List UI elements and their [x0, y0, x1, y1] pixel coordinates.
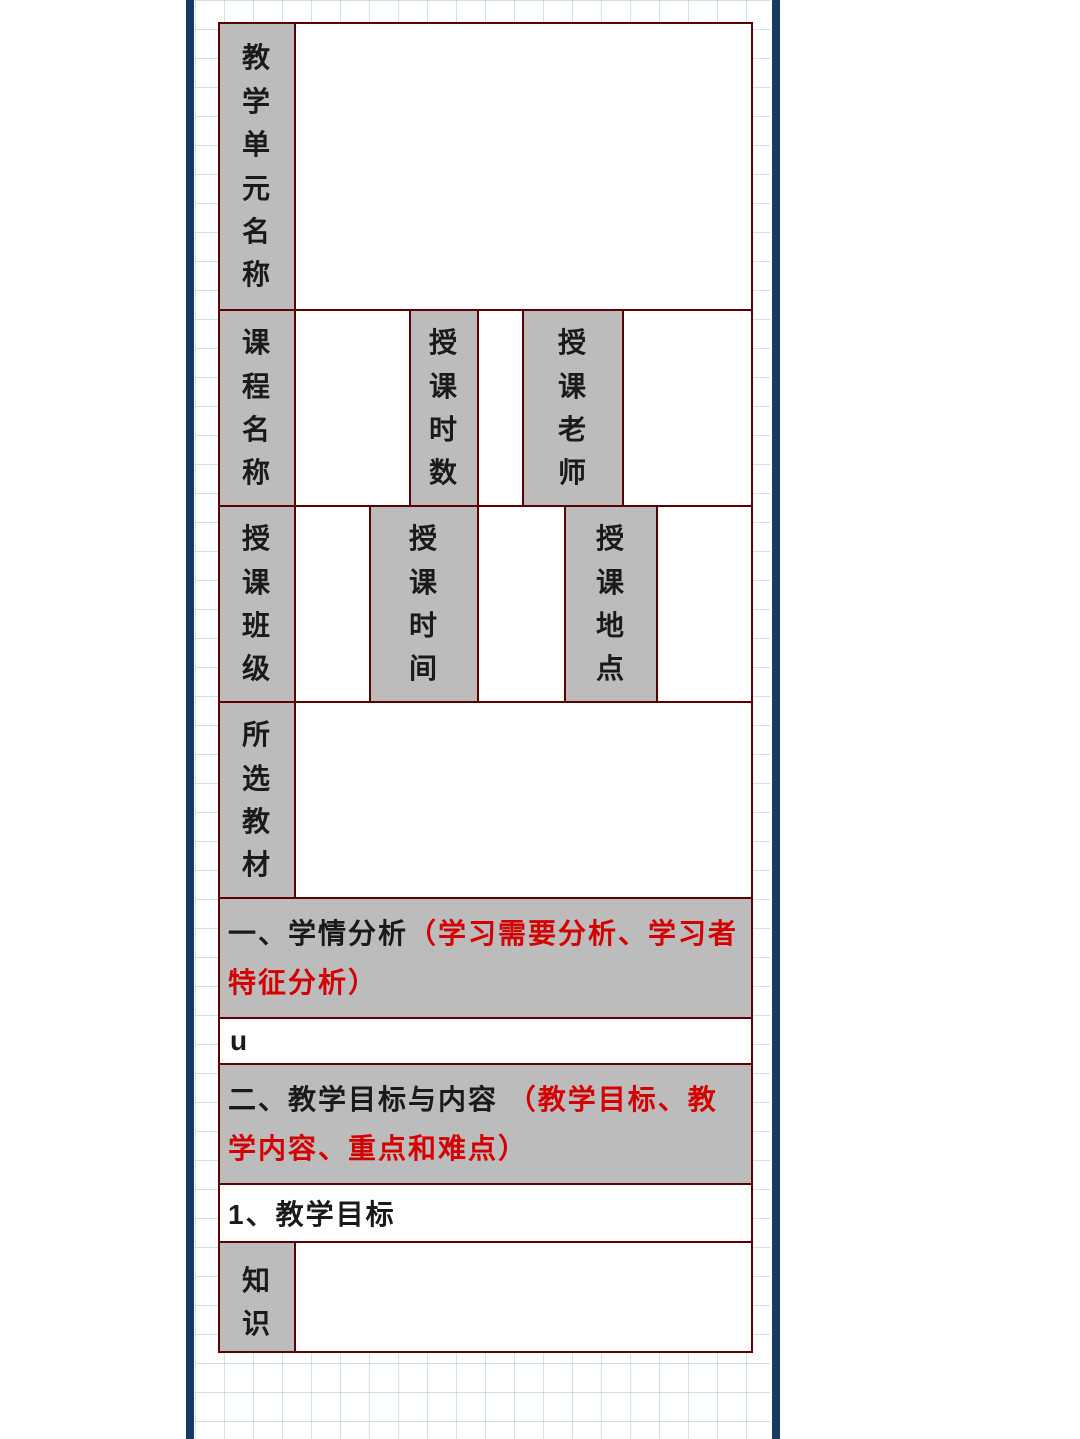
row-class: 授课班级 授课时间 授课地点 [219, 506, 752, 702]
label-teacher: 授课老师 [523, 310, 623, 506]
left-border-band [186, 0, 194, 1439]
row-course: 课程名称 授课时数 授课老师 [219, 310, 752, 506]
row-knowledge: 知识 [219, 1242, 752, 1352]
value-hours[interactable] [478, 310, 523, 506]
label-hours: 授课时数 [410, 310, 478, 506]
section-1-body[interactable]: u [219, 1018, 752, 1064]
label-knowledge: 知识 [219, 1242, 295, 1352]
value-class[interactable] [295, 506, 370, 702]
value-teacher[interactable] [623, 310, 752, 506]
value-textbook[interactable] [295, 702, 752, 898]
row-subheader-1: 1、教学目标 [219, 1184, 752, 1242]
label-time: 授课时间 [370, 506, 478, 702]
section-2-header: 二、教学目标与内容 （教学目标、教学内容、重点和难点） [219, 1064, 752, 1184]
value-time[interactable] [478, 506, 565, 702]
page: 教学单元名称 课程名称 授课时数 授课老师 授课班级 [0, 0, 1080, 1439]
row-section-2-header: 二、教学目标与内容 （教学目标、教学内容、重点和难点） [219, 1064, 752, 1184]
label-course-name: 课程名称 [219, 310, 295, 506]
label-class: 授课班级 [219, 506, 295, 702]
row-section-1-header: 一、学情分析（学习需要分析、学习者特征分析） [219, 898, 752, 1018]
right-border-band [772, 0, 780, 1439]
section-1-header: 一、学情分析（学习需要分析、学习者特征分析） [219, 898, 752, 1018]
value-place[interactable] [657, 506, 752, 702]
row-unit-name: 教学单元名称 [219, 23, 752, 310]
row-textbook: 所选教材 [219, 702, 752, 898]
label-place: 授课地点 [565, 506, 657, 702]
label-textbook: 所选教材 [219, 702, 295, 898]
label-unit-name: 教学单元名称 [219, 23, 295, 310]
row-section-1-body: u [219, 1018, 752, 1064]
lesson-plan-table: 教学单元名称 课程名称 授课时数 授课老师 授课班级 [218, 22, 753, 1353]
value-knowledge[interactable] [295, 1242, 752, 1352]
value-unit-name[interactable] [295, 23, 752, 310]
value-course-name[interactable] [295, 310, 410, 506]
subheader-1: 1、教学目标 [219, 1184, 752, 1242]
